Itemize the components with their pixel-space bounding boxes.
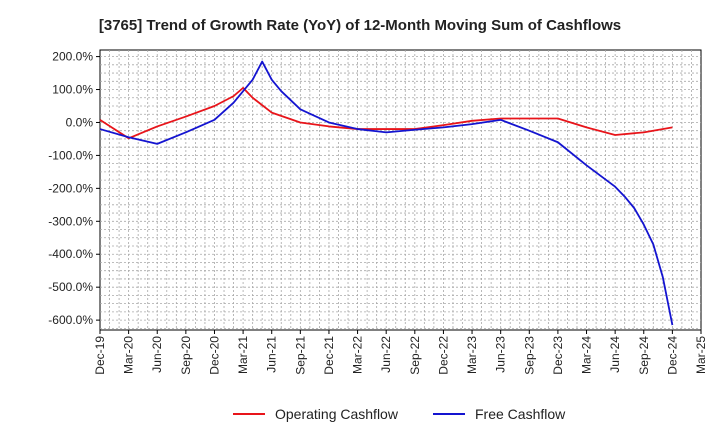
x-tick-label: Jun-22	[379, 336, 393, 373]
x-tick-label: Dec-22	[436, 336, 450, 375]
x-tick-label: Jun-20	[150, 336, 164, 373]
x-tick-label: Mar-25	[694, 336, 708, 374]
x-tick-label: Jun-21	[265, 336, 279, 373]
y-tick-label: 100.0%	[52, 83, 93, 97]
x-tick-label: Dec-21	[322, 336, 336, 375]
y-tick-label: -200.0%	[48, 181, 93, 195]
y-tick-label: -600.0%	[48, 313, 93, 327]
x-tick-label: Dec-23	[551, 336, 565, 375]
series	[99, 60, 674, 326]
y-tick-label: 200.0%	[52, 50, 93, 64]
y-tick-label: -100.0%	[48, 148, 93, 162]
x-tick-label: Sep-20	[179, 336, 193, 375]
x-tick-label: Jun-23	[494, 336, 508, 373]
x-tick-label: Mar-21	[236, 336, 250, 374]
x-tick-label: Mar-23	[465, 336, 479, 374]
y-tick-label: -500.0%	[48, 280, 93, 294]
legend-label-operating-cashflow: Operating Cashflow	[275, 406, 399, 422]
axes: 200.0% 100.0% 0.0% -100.0% -200.0% -300.0% -40…	[48, 50, 708, 375]
x-tick-label: Jun-24	[608, 336, 622, 373]
y-tick-label: 0.0%	[66, 115, 94, 129]
free-cashflow-line	[99, 60, 674, 326]
x-tick-label: Dec-19	[93, 336, 107, 375]
x-tick-label: Sep-21	[293, 336, 307, 375]
x-tick-label: Dec-20	[207, 336, 221, 375]
grid	[99, 49, 702, 331]
legend: Operating Cashflow Free Cashflow	[233, 406, 566, 422]
x-tick-label: Dec-24	[665, 336, 679, 375]
x-tick-label: Mar-24	[580, 336, 594, 374]
x-tick-label: Sep-24	[637, 336, 651, 375]
x-tick-label: Mar-20	[122, 336, 136, 374]
legend-label-free-cashflow: Free Cashflow	[475, 406, 566, 422]
plot-area	[99, 49, 702, 331]
x-tick-label: Sep-23	[522, 336, 536, 375]
x-tick-label: Sep-22	[408, 336, 422, 375]
y-tick-label: -400.0%	[48, 247, 93, 261]
y-tick-label: -300.0%	[48, 214, 93, 228]
chart-title: [3765] Trend of Growth Rate (YoY) of 12-…	[99, 17, 621, 34]
x-tick-label: Mar-22	[351, 336, 365, 374]
